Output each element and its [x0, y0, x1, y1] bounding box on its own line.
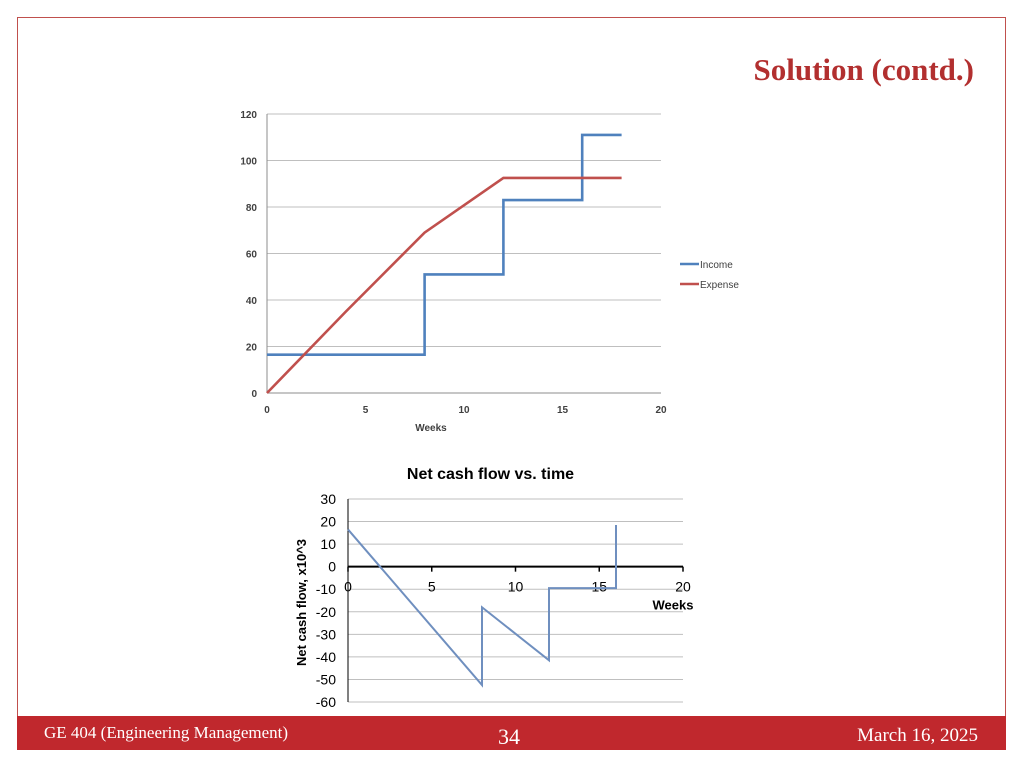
x-tick-label: 0 [264, 405, 270, 416]
y-tick-label: 10 [320, 536, 336, 552]
y-tick-label: -50 [316, 671, 336, 687]
footer-page-number: 34 [498, 724, 520, 749]
x-axis-label: Weeks [415, 423, 447, 434]
x-tick-label: 20 [655, 405, 667, 416]
x-axis-label: Weeks [653, 598, 694, 613]
series-line-net-cash-flow [347, 524, 617, 688]
y-tick-label: -60 [316, 694, 336, 710]
y-tick-label: 40 [246, 296, 258, 307]
chart-title: Net cash flow vs. time [407, 466, 574, 483]
y-tick-label: 0 [328, 559, 336, 575]
y-tick-label: 20 [246, 343, 258, 354]
footer-bar [17, 716, 1006, 750]
y-tick-label: 30 [320, 491, 336, 507]
x-tick-label: 5 [428, 579, 436, 595]
x-tick-label: 10 [508, 579, 524, 595]
footer-course: GE 404 (Engineering Management) [44, 723, 289, 742]
footer-date: March 16, 2025 [857, 725, 978, 746]
y-tick-label: 60 [246, 250, 258, 261]
y-tick-label: -20 [316, 604, 336, 620]
x-tick-label: 15 [557, 405, 569, 416]
x-tick-label: 10 [458, 405, 470, 416]
y-tick-label: -10 [316, 581, 336, 597]
x-tick-label: 5 [363, 405, 369, 416]
y-tick-label: 0 [251, 389, 257, 400]
legend-label-expense: Expense [700, 280, 739, 291]
y-tick-label: -30 [316, 626, 336, 642]
slide-title: Solution (contd.) [753, 52, 974, 87]
slide-frame [17, 17, 1006, 750]
y-tick-label: 100 [240, 157, 257, 168]
y-axis-label: Net cash flow, x10^3 [294, 539, 309, 666]
x-tick-label: 0 [344, 579, 352, 595]
series-line-income [267, 133, 622, 356]
y-tick-label: 80 [246, 203, 258, 214]
legend-label-income: Income [700, 260, 733, 271]
y-tick-label: 120 [240, 110, 257, 121]
x-tick-label: 20 [675, 579, 691, 595]
y-tick-label: -40 [316, 649, 336, 665]
series-line-expense [266, 176, 622, 394]
x-tick-label: 15 [591, 579, 607, 595]
y-tick-label: 20 [320, 514, 336, 530]
